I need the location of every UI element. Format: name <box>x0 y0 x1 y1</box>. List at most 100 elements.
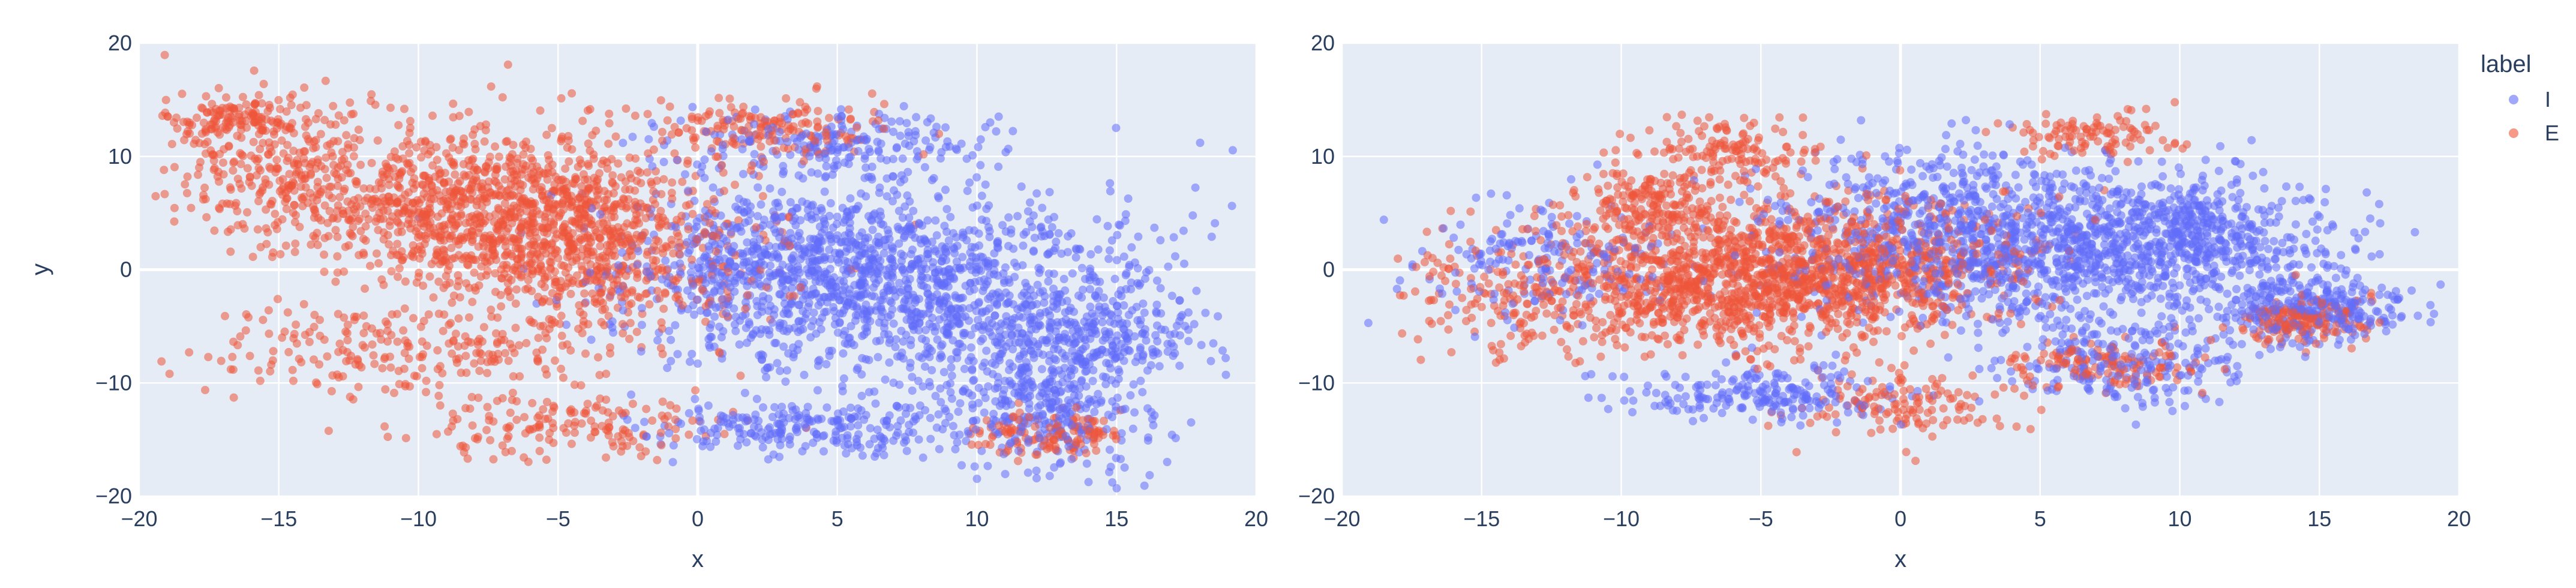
scatter-point-e <box>1014 457 1022 466</box>
scatter-point-e <box>540 295 549 304</box>
scatter-point-e <box>202 213 211 222</box>
scatter-point-i <box>1044 215 1053 224</box>
scatter-point-e <box>462 368 471 377</box>
scatter-point-i <box>942 380 951 389</box>
scatter-point-i <box>690 310 699 319</box>
scatter-point-e <box>663 412 672 421</box>
scatter-point-i <box>1105 445 1114 454</box>
scatter-point-e <box>461 172 470 181</box>
scatter-point-i <box>1152 301 1161 309</box>
scatter-point-i <box>1121 217 1130 226</box>
scatter-point-i <box>1128 424 1137 433</box>
scatter-point-e <box>229 365 238 374</box>
scatter-point-i <box>860 173 869 182</box>
scatter-point-e <box>529 225 538 234</box>
scatter-point-i <box>827 416 836 425</box>
scatter-point-i <box>861 355 870 364</box>
scatter-point-i <box>1008 362 1017 371</box>
scatter-point-e <box>535 433 544 442</box>
scatter-point-e <box>371 194 380 203</box>
scatter-point-i <box>822 162 831 170</box>
scatter-point-e <box>397 227 406 236</box>
scatter-point-e <box>295 148 304 157</box>
scatter-point-e <box>355 136 364 145</box>
scatter-point-i <box>1150 223 1159 232</box>
scatter-point-e <box>170 203 179 212</box>
scatter-point-i <box>1157 309 1166 318</box>
scatter-point-e <box>383 170 392 179</box>
scatter-point-e <box>684 430 693 439</box>
scatter-point-i <box>1040 232 1049 241</box>
scatter-point-i <box>871 399 880 408</box>
scatter-point-e <box>272 155 281 164</box>
scatter-point-i <box>807 291 816 300</box>
scatter-point-i <box>809 308 818 317</box>
scatter-point-e <box>394 209 403 218</box>
scatter-point-i <box>833 143 842 152</box>
scatter-point-i <box>1136 376 1145 385</box>
scatter-point-i <box>1119 301 1128 310</box>
scatter-point-e <box>467 392 476 401</box>
scatter-point-i <box>1054 229 1063 238</box>
scatter-point-e <box>691 386 700 395</box>
scatter-point-e <box>257 99 266 108</box>
scatter-point-i <box>1105 246 1114 255</box>
scatter-point-i <box>821 279 830 288</box>
scatter-point-i <box>1094 245 1103 254</box>
scatter-point-e <box>756 142 765 151</box>
scatter-point-e <box>595 270 604 279</box>
scatter-point-e <box>731 140 740 149</box>
scatter-point-i <box>704 401 713 410</box>
scatter-point-e <box>476 356 485 365</box>
scatter-point-i <box>825 230 834 239</box>
scatter-point-i <box>1065 320 1074 329</box>
scatter-point-e <box>288 90 297 99</box>
scatter-point-e <box>720 187 728 196</box>
scatter-point-i <box>909 224 918 233</box>
scatter-point-e <box>553 302 562 311</box>
scatter-point-i <box>1078 344 1087 353</box>
scatter-point-i <box>1169 233 1178 242</box>
scatter-point-e <box>427 147 436 156</box>
scatter-point-e <box>700 227 709 236</box>
scatter-point-e <box>617 238 626 247</box>
scatter-point-e <box>584 160 593 169</box>
scatter-point-e <box>507 174 516 183</box>
scatter-point-e <box>518 181 527 190</box>
scatter-point-e <box>361 209 370 218</box>
points-left <box>151 50 1237 493</box>
scatter-point-e <box>394 367 403 376</box>
scatter-point-i <box>774 202 783 211</box>
scatter-point-i <box>939 368 948 377</box>
scatter-point-e <box>305 337 314 346</box>
scatter-point-e <box>256 188 265 197</box>
scatter-point-i <box>1081 367 1090 376</box>
scatter-point-i <box>722 308 731 317</box>
scatter-point-e <box>406 116 415 125</box>
scatter-point-e <box>172 113 181 122</box>
scatter-point-i <box>819 447 828 456</box>
scatter-point-i <box>851 205 860 214</box>
scatter-point-i <box>857 370 866 379</box>
scatter-point-e <box>219 158 227 167</box>
scatter-point-i <box>881 375 890 384</box>
scatter-point-i <box>1207 232 1216 241</box>
scatter-point-e <box>664 422 673 431</box>
scatter-point-e <box>356 160 365 169</box>
scatter-point-i <box>938 257 946 266</box>
scatter-point-i <box>937 148 946 157</box>
scatter-point-i <box>870 452 879 461</box>
scatter-point-i <box>1017 182 1026 191</box>
scatter-point-i <box>894 239 903 248</box>
scatter-point-e <box>346 169 355 178</box>
scatter-point-i <box>1064 396 1073 405</box>
scatter-point-e <box>319 185 328 194</box>
scatter-point-i <box>825 212 834 220</box>
scatter-point-i <box>1005 338 1014 347</box>
scatter-point-e <box>254 154 263 163</box>
scatter-point-e <box>382 162 391 171</box>
scatter-point-e <box>600 321 609 329</box>
scatter-point-i <box>885 358 894 367</box>
scatter-point-i <box>897 326 906 335</box>
scatter-point-i <box>905 421 914 430</box>
